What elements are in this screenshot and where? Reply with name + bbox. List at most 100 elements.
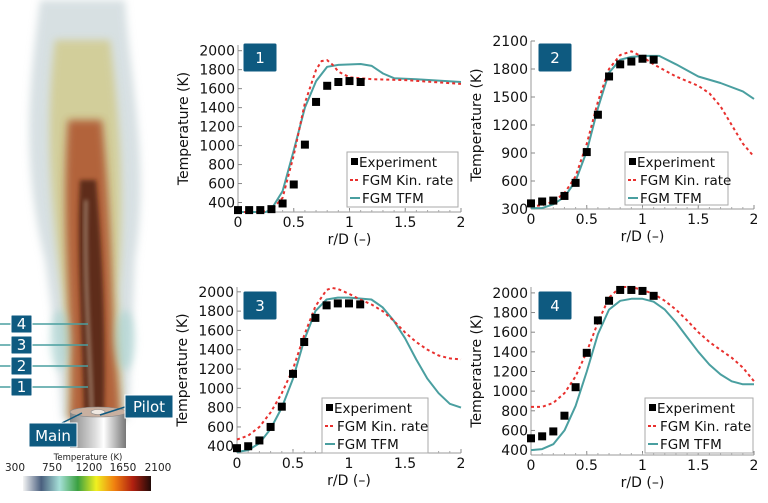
y-tick-label: 1800: [198, 304, 234, 320]
station-label-1: 1: [0, 377, 88, 397]
experiment-point: [616, 60, 625, 69]
legend-tfm-label: FGM TFM: [660, 437, 722, 453]
y-tick-label: 1000: [199, 139, 235, 155]
experiment-point: [649, 291, 658, 300]
legend-box: [644, 397, 754, 454]
legend-experiment-marker: [351, 158, 358, 165]
experiment-point: [571, 178, 580, 187]
legend: Experiment FGM Kin. rate FGM TFM: [644, 397, 754, 454]
colorbar-tick: 2100: [145, 462, 172, 474]
x-axis-label: r/D (–): [621, 475, 665, 491]
x-axis-label: r/D (–): [327, 473, 371, 489]
pilot-label-box: [124, 394, 174, 419]
temperature-colorbar: Temperature (K) 300 750 1200 1650 2100: [5, 453, 171, 491]
legend-box: [346, 151, 459, 208]
chart-2: 300 600 900 1200 1500 1800 2100 0 0.5 1 1.5 2 r/D (–…: [469, 34, 758, 245]
y-tick-label: 600: [501, 174, 528, 190]
pilot-pointer: [99, 406, 126, 416]
legend-kin-rate-label: FGM Kin. rate: [640, 173, 731, 189]
main-label: Main: [35, 427, 71, 445]
x-tick-label: 2: [750, 458, 759, 474]
y-tick-label: 1800: [492, 62, 528, 78]
y-tick-label: 2000: [492, 286, 528, 302]
x-tick-label: 1.5: [394, 215, 416, 231]
panel-number: 4: [550, 297, 560, 315]
x-tick-label: 2: [457, 215, 466, 231]
chart-4: 400 600 800 1000 1200 1400 1600 1800 2000 0 0.5 1 1.…: [469, 286, 758, 491]
experiment-point: [256, 206, 265, 215]
legend: Experiment FGM Kin. rate FGM TFM: [624, 151, 731, 207]
experiment-point: [593, 110, 602, 119]
legend-experiment-marker: [326, 404, 333, 411]
x-tick-label: 1: [345, 456, 354, 472]
legend-experiment-marker: [629, 158, 636, 165]
y-tick-label: 1200: [198, 362, 234, 378]
y-tick-label: 1600: [492, 325, 528, 341]
legend: Experiment FGM Kin. rate FGM TFM: [321, 397, 429, 454]
experiment-point: [255, 436, 264, 445]
panel-badge: [537, 290, 573, 321]
chart-1: 400 600 800 1000 1200 1400 1600 1800 2000 0 0.5 1 1.…: [176, 42, 466, 248]
experiment-point: [334, 78, 343, 87]
panel-number: 1: [255, 49, 265, 67]
experiment-point: [323, 81, 332, 90]
experiment-point: [312, 97, 321, 106]
experiment-point: [593, 316, 602, 325]
legend-box: [624, 151, 729, 206]
experiment-point: [560, 411, 569, 420]
pilot-label: Pilot: [133, 398, 165, 416]
panel-badge: [242, 290, 278, 321]
y-tick-label: 1400: [198, 343, 234, 359]
experiment-point: [549, 196, 558, 205]
colorbar-tick: 300: [5, 462, 25, 474]
experiment-point: [549, 427, 558, 436]
experiment-point: [527, 434, 535, 443]
x-tick-label: 0: [233, 456, 242, 472]
y-tick-label: 400: [501, 443, 528, 459]
x-tick-label: 0.5: [576, 458, 598, 474]
y-tick-label: 1400: [199, 101, 235, 117]
station-number: 4: [17, 315, 27, 333]
experiment-point: [627, 285, 636, 294]
main-label-box: [28, 422, 78, 448]
y-tick-label: 1000: [198, 381, 234, 397]
x-tick-label: 1.5: [394, 456, 416, 472]
experiment-point: [627, 57, 636, 66]
experiment-point: [638, 286, 647, 295]
series-fgm-tfm: [530, 297, 754, 452]
y-tick-label: 1400: [492, 345, 528, 361]
experiment-point: [616, 285, 625, 294]
measurement-stations: 4 3 2 1: [0, 314, 88, 397]
experiment-point: [527, 199, 535, 208]
colorbar-title: Temperature (K): [53, 453, 123, 463]
experiment-point: [638, 54, 647, 63]
experiment-point: [560, 191, 569, 200]
experiment-point: [571, 383, 580, 392]
y-tick-label: 2000: [199, 44, 235, 60]
y-tick-label: 2100: [492, 34, 528, 50]
experiment-point: [605, 296, 614, 305]
y-tick-label: 800: [501, 404, 528, 420]
station-number: 3: [17, 336, 27, 354]
y-tick-label: 1200: [492, 364, 528, 380]
legend-experiment-label: Experiment: [637, 155, 715, 171]
legend: Experiment FGM Kin. rate FGM TFM: [346, 151, 459, 208]
y-tick-label: 800: [207, 401, 234, 417]
legend-kin-rate-label: FGM Kin. rate: [362, 173, 453, 189]
experiment-point: [582, 348, 591, 357]
y-tick-label: 1600: [198, 323, 234, 339]
station-number: 2: [17, 357, 27, 375]
experiment-point: [582, 148, 591, 157]
panel-badge: [537, 42, 573, 73]
experiment-point: [333, 299, 342, 308]
x-tick-label: 0.5: [282, 456, 304, 472]
y-tick-label: 1000: [492, 384, 528, 400]
x-tick-label: 1: [345, 215, 354, 231]
legend-tfm-label: FGM TFM: [640, 191, 702, 207]
experiment-point: [356, 78, 365, 87]
experiment-point: [277, 402, 286, 411]
panel-badge: [242, 42, 278, 73]
experiment-point: [245, 206, 254, 215]
y-tick-label: 800: [208, 158, 235, 174]
experiment-point: [538, 197, 547, 206]
